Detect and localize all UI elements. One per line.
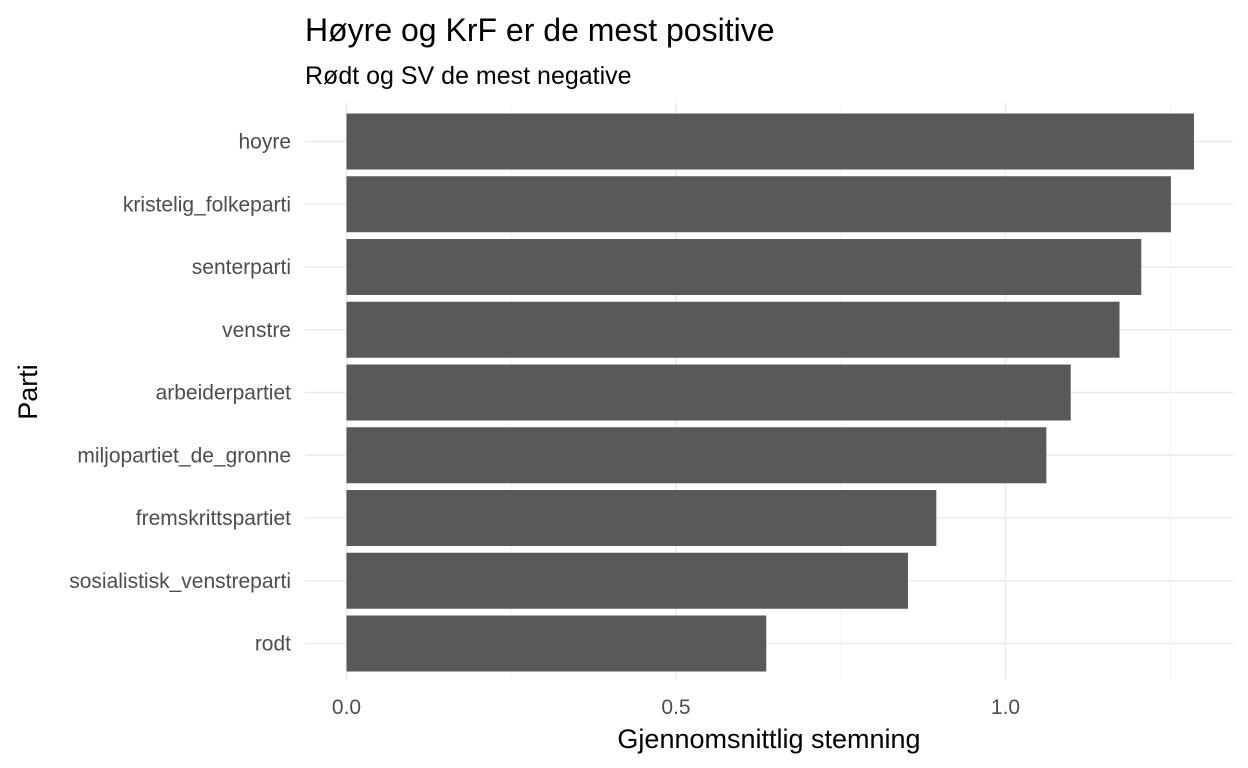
x-tick-label: 1.0 [991,696,1020,719]
y-tick-label: rodt [255,633,291,656]
bar [346,490,937,546]
y-tick-label: hoyre [238,131,291,154]
y-axis-ticks: hoyre kristelig_folkeparti senterparti vens… [69,131,291,656]
x-axis-title: Gjennomsnittlig stemning [617,724,920,754]
bar [346,176,1171,233]
bar-series [346,113,1194,672]
bar [346,552,908,609]
y-axis-title: Parti [13,364,43,420]
y-tick-label: arbeiderpartiet [156,382,292,405]
x-axis-ticks: 0.0 0.5 1.0 [332,696,1020,719]
chart-subtitle: Rødt og SV de mest negative [305,62,632,90]
y-tick-label: miljopartiet_de_gronne [77,444,291,467]
bar [346,615,767,672]
bar [346,427,1047,484]
y-tick-label: kristelig_folkeparti [123,193,291,216]
y-tick-label: sosialistisk_venstreparti [69,570,291,593]
y-tick-label: venstre [222,319,291,342]
bar [346,239,1142,295]
bar [346,113,1194,170]
x-tick-label: 0.0 [332,696,361,719]
y-tick-label: fremskrittspartiet [136,507,291,530]
chart-title: Høyre og KrF er de mest positive [305,12,774,48]
x-tick-label: 0.5 [661,696,690,719]
y-tick-label: senterparti [192,256,291,279]
bar [346,301,1120,358]
bar [346,364,1071,421]
